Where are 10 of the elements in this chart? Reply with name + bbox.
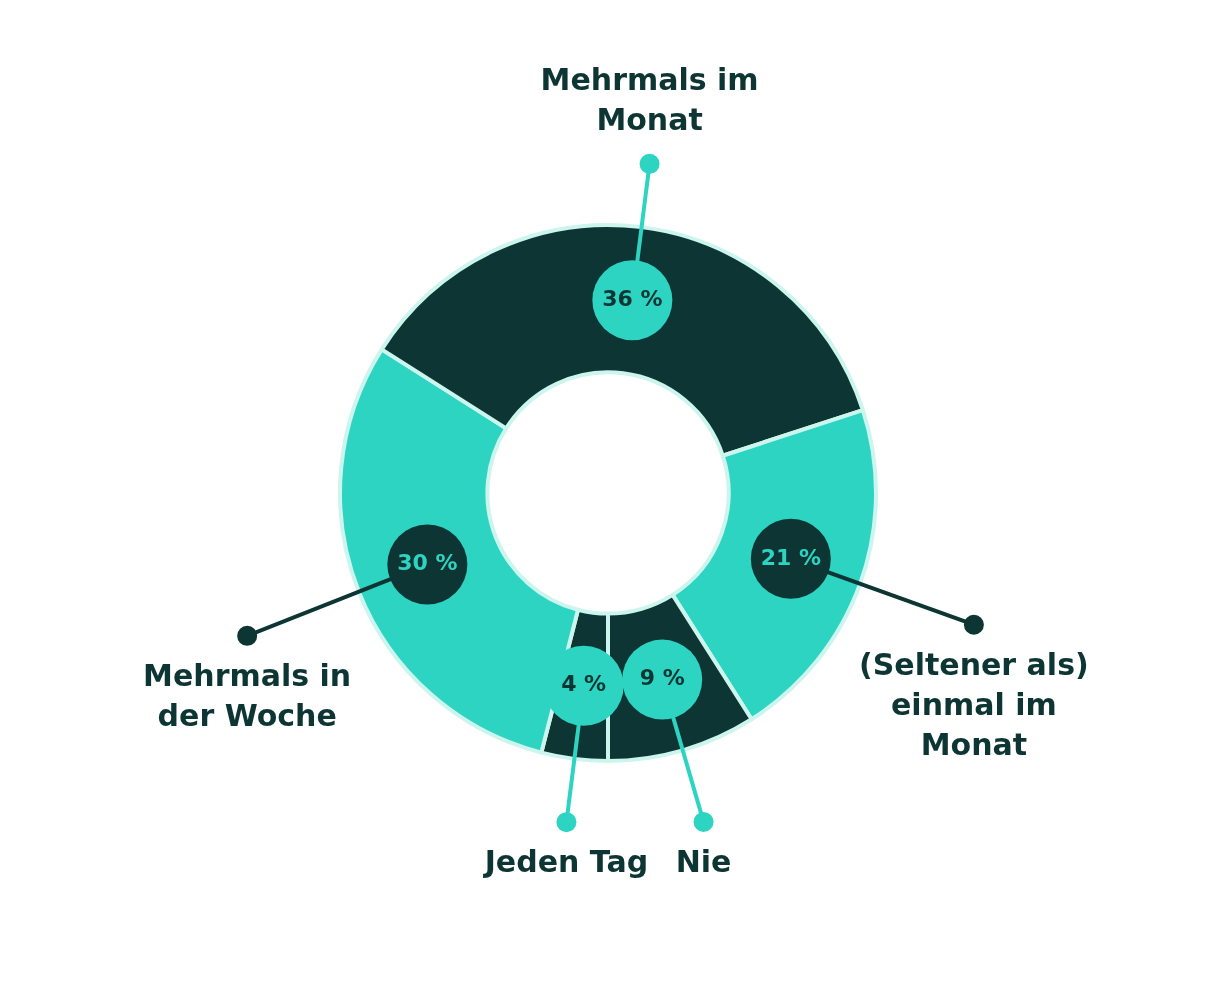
slice-label: Mehrmals in der Woche bbox=[143, 657, 352, 733]
data-label: 21 % bbox=[760, 544, 821, 570]
data-label: 9 % bbox=[639, 665, 685, 691]
data-label: 4 % bbox=[561, 671, 607, 697]
slice-label: Nie bbox=[675, 843, 732, 879]
slice-label: Mehrmals im Monat bbox=[540, 61, 759, 137]
data-label: 36 % bbox=[602, 285, 663, 311]
data-label: 30 % bbox=[397, 550, 458, 576]
slice-label: Jeden Tag bbox=[482, 843, 649, 879]
slice-label: (Seltener als) einmal im Monat bbox=[859, 646, 1089, 762]
